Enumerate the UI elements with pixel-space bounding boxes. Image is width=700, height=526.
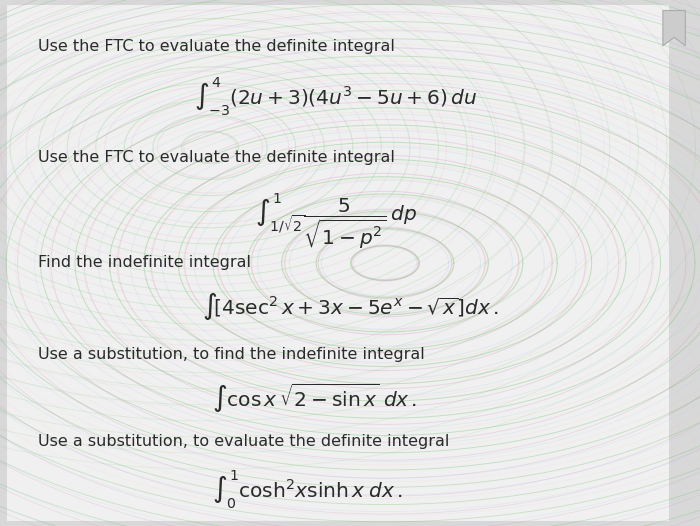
Text: $\int_0^1 \cosh^2\!x\sinh x\;dx\,.$: $\int_0^1 \cosh^2\!x\sinh x\;dx\,.$: [212, 469, 404, 511]
Text: $\int\!\left[4\sec^2 x + 3x - 5e^x - \sqrt{x}\right]dx\,.$: $\int\!\left[4\sec^2 x + 3x - 5e^x - \sq…: [202, 290, 498, 322]
Text: Use the FTC to evaluate the definite integral: Use the FTC to evaluate the definite int…: [38, 150, 395, 165]
Text: $\int_{1/\sqrt{2}}^{1}\dfrac{5}{\sqrt{1-p^2}}\,dp$: $\int_{1/\sqrt{2}}^{1}\dfrac{5}{\sqrt{1-…: [255, 192, 417, 251]
Text: Use the FTC to evaluate the definite integral: Use the FTC to evaluate the definite int…: [38, 39, 395, 55]
Text: Use a substitution, to evaluate the definite integral: Use a substitution, to evaluate the defi…: [38, 434, 450, 449]
Text: $\int_{-3}^{4}(2u+3)(4u^3-5u+6)\,du$: $\int_{-3}^{4}(2u+3)(4u^3-5u+6)\,du$: [195, 76, 477, 118]
Text: Find the indefinite integral: Find the indefinite integral: [38, 255, 251, 270]
Text: Use a substitution, to find the indefinite integral: Use a substitution, to find the indefini…: [38, 347, 426, 362]
Text: $\int\cos x\,\sqrt{2-\sin x}\;dx\,.$: $\int\cos x\,\sqrt{2-\sin x}\;dx\,.$: [212, 382, 418, 415]
Polygon shape: [663, 11, 685, 46]
